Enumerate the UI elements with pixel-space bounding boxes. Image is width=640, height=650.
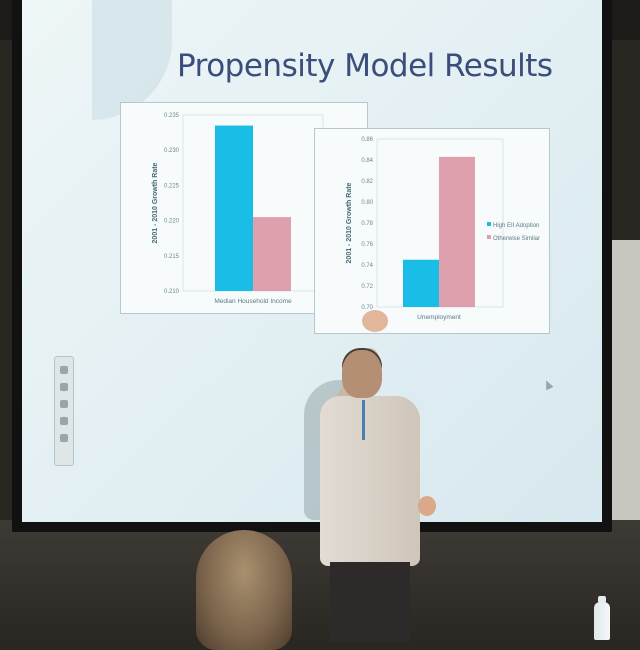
- chart-1-ytick-label: 0.220: [164, 219, 180, 225]
- chart-2-legend-swatch-0: [487, 222, 491, 226]
- water-bottle: [594, 596, 610, 640]
- presenter-clicker-hand: [418, 496, 436, 516]
- presenter-legs: [330, 562, 410, 642]
- chart-2-ytick-label: 0.82: [361, 179, 373, 185]
- chart-1-bar-0: [215, 125, 253, 291]
- presenter-head: [342, 350, 382, 398]
- chart-2-category-label: Unemployment: [417, 314, 461, 321]
- presenter-lanyard: [362, 400, 365, 440]
- toolbar-next-icon[interactable]: [60, 417, 68, 425]
- toolbar-prev-icon[interactable]: [60, 434, 68, 442]
- projector-screen: Propensity Model Results 0.235 0.230 0.225…: [22, 0, 602, 522]
- chart-unemployment: 0.86 0.84 0.82 0.80 0.78 0.76 0.74 0.72 0.70 2001…: [314, 128, 550, 334]
- chart-2-svg: 0.86 0.84 0.82 0.80 0.78 0.76 0.74 0.72 0.70 2001…: [346, 137, 540, 321]
- slide-title: Propensity Model Results: [177, 48, 553, 84]
- toolbar-menu-icon[interactable]: [60, 400, 68, 408]
- chart-2-legend-label-1: Otherwise Similar: [493, 236, 540, 242]
- toolbar-arrow-icon[interactable]: [60, 366, 68, 374]
- chart-2-ytick-label: 0.74: [361, 263, 373, 269]
- chart-1-category-label: Median Household Income: [214, 298, 292, 305]
- chart-2-ylabel: 2001 - 2010 Growth Rate: [346, 182, 353, 263]
- chart-1-ytick-label: 0.230: [164, 148, 180, 154]
- chart-2-bar-0: [403, 259, 439, 307]
- audience-member-head: [196, 530, 292, 650]
- chart-2-bar-1: [439, 156, 475, 307]
- presenter-torso: [320, 396, 420, 566]
- slide-toolbar[interactable]: [54, 356, 74, 466]
- chart-2-ytick-label: 0.80: [361, 200, 373, 206]
- chart-2-legend-swatch-1: [487, 235, 491, 239]
- chart-1-svg: 0.235 0.230 0.225 0.220 0.215 0.210 2001 - 201…: [152, 113, 335, 305]
- chart-2-ytick-label: 0.78: [361, 221, 373, 227]
- chart-1-bar-1: [253, 217, 291, 291]
- chart-2-ytick-label: 0.72: [361, 284, 373, 290]
- chart-2-ytick-label: 0.84: [361, 158, 373, 164]
- chart-1-ytick-label: 0.210: [164, 289, 180, 295]
- toolbar-pen-icon[interactable]: [60, 383, 68, 391]
- chart-2-ytick-label: 0.70: [361, 305, 373, 311]
- chart-2-ytick-label: 0.76: [361, 242, 373, 248]
- chart-2-legend-label-0: High EII Adoption: [493, 223, 539, 229]
- presenter: [300, 300, 450, 642]
- mouse-cursor-icon: [542, 378, 554, 391]
- chart-1-ytick-label: 0.235: [164, 113, 180, 119]
- presenter-hand: [362, 310, 388, 332]
- chart-1-ylabel: 2001 - 2010 Growth Rate: [152, 162, 159, 243]
- chart-2-ytick-label: 0.86: [361, 137, 373, 143]
- chart-1-ytick-label: 0.215: [164, 254, 180, 260]
- chart-1-ytick-label: 0.225: [164, 183, 180, 189]
